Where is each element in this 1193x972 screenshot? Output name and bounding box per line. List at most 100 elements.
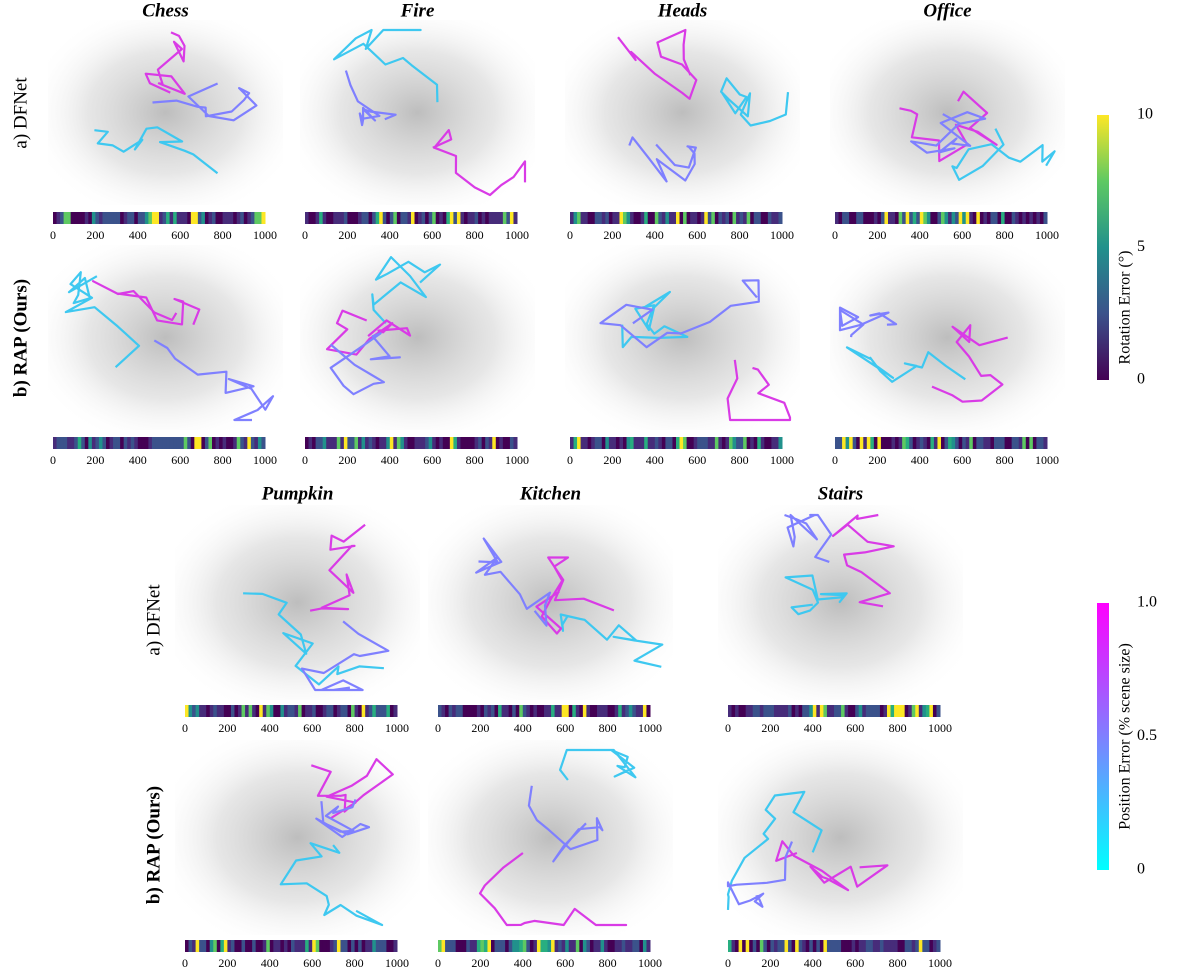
strip-tick-label: 600 xyxy=(688,228,706,242)
strip-cell xyxy=(760,212,765,224)
strip-cell xyxy=(488,437,493,449)
strip-cell xyxy=(635,940,640,952)
strip-cell xyxy=(591,212,596,224)
strip-cell xyxy=(372,940,377,952)
strip-cell xyxy=(600,705,605,717)
strip-tick-label: 0 xyxy=(182,721,188,735)
strip-cell xyxy=(905,437,910,449)
strip-cell xyxy=(866,212,871,224)
strip-cell xyxy=(651,212,656,224)
strip-cell xyxy=(941,212,946,224)
strip-cell xyxy=(187,437,192,449)
strip-cell xyxy=(109,212,114,224)
strip-cell xyxy=(494,940,499,952)
strip-cell xyxy=(202,705,207,717)
trajectory xyxy=(784,513,833,563)
strip-cell xyxy=(480,705,485,717)
strip-cell xyxy=(965,437,970,449)
strip-cell xyxy=(340,437,345,449)
strip-tick-label: 600 xyxy=(953,453,971,467)
strip-cell xyxy=(252,705,257,717)
strip-cell xyxy=(873,437,878,449)
strip-cell xyxy=(173,437,178,449)
strip-cell xyxy=(368,940,373,952)
strip-tick-label: 600 xyxy=(846,956,864,970)
strip-tick-label: 600 xyxy=(556,721,574,735)
strip-cell xyxy=(393,437,398,449)
strip-cell xyxy=(254,437,259,449)
trajectory xyxy=(599,279,760,349)
strip-cell xyxy=(1036,212,1041,224)
strip-cell xyxy=(658,437,663,449)
strip-cell xyxy=(883,705,888,717)
strip-tick-label: 800 xyxy=(214,453,232,467)
strip-cell xyxy=(979,212,984,224)
trajectory xyxy=(910,111,987,154)
strip-cell xyxy=(986,437,991,449)
strip-cell xyxy=(736,437,741,449)
strip-cell xyxy=(760,437,765,449)
strip-cell xyxy=(757,437,762,449)
strip-cell xyxy=(192,940,197,952)
strip-cell xyxy=(658,212,663,224)
strip-cell xyxy=(241,940,246,952)
strip-cell xyxy=(95,212,100,224)
strip-cell xyxy=(336,940,341,952)
strip-tick-label: 400 xyxy=(911,228,929,242)
strip-cell xyxy=(729,437,734,449)
strip-cell xyxy=(441,705,446,717)
strip-cell xyxy=(375,705,380,717)
strip-cell xyxy=(291,940,296,952)
strip-cell xyxy=(711,212,716,224)
strip-cell xyxy=(891,212,896,224)
strip-cell xyxy=(456,437,461,449)
strip-cell xyxy=(925,940,930,952)
strip-cell xyxy=(764,437,769,449)
strip-cell xyxy=(266,940,271,952)
strip-cell xyxy=(837,705,842,717)
strip-cell xyxy=(151,212,156,224)
strip-cell xyxy=(266,705,271,717)
strip-cell xyxy=(204,212,209,224)
strip-cell xyxy=(587,212,592,224)
strip-cell xyxy=(598,212,603,224)
strip-cell xyxy=(347,212,352,224)
strip-cell xyxy=(407,437,412,449)
strip-cell xyxy=(802,940,807,952)
strip-cell xyxy=(895,437,900,449)
strip-cell xyxy=(365,705,370,717)
strip-cell xyxy=(937,212,942,224)
strip-cell xyxy=(407,212,412,224)
strip-cell xyxy=(206,940,211,952)
strip-cell xyxy=(127,212,132,224)
strip-cell xyxy=(322,437,327,449)
strip-cell xyxy=(601,212,606,224)
trajectory xyxy=(309,523,366,612)
point-cloud xyxy=(175,505,420,700)
strip-cell xyxy=(856,212,861,224)
strip-cell xyxy=(615,437,620,449)
strip-cell xyxy=(485,212,490,224)
strip-cell xyxy=(1008,212,1013,224)
strip-cell xyxy=(834,705,839,717)
strip-cell xyxy=(116,212,121,224)
point-cloud xyxy=(175,740,420,935)
strip-tick-label: 1000 xyxy=(253,453,277,467)
strip-cell xyxy=(192,705,197,717)
strip-cell xyxy=(749,705,754,717)
point-cloud xyxy=(830,245,1065,430)
strip-cell xyxy=(201,437,206,449)
strip-cell xyxy=(343,437,348,449)
strip-cell xyxy=(365,940,370,952)
strip-cell xyxy=(644,437,649,449)
error-strip xyxy=(728,705,941,717)
strip-cell xyxy=(485,437,490,449)
strip-cell xyxy=(322,940,327,952)
strip-cell xyxy=(123,437,128,449)
strip-cell xyxy=(315,705,320,717)
strip-cell xyxy=(902,437,907,449)
strip-cell xyxy=(460,437,465,449)
strip-cell xyxy=(876,705,881,717)
strip-cell xyxy=(315,212,320,224)
strip-cell xyxy=(509,437,514,449)
